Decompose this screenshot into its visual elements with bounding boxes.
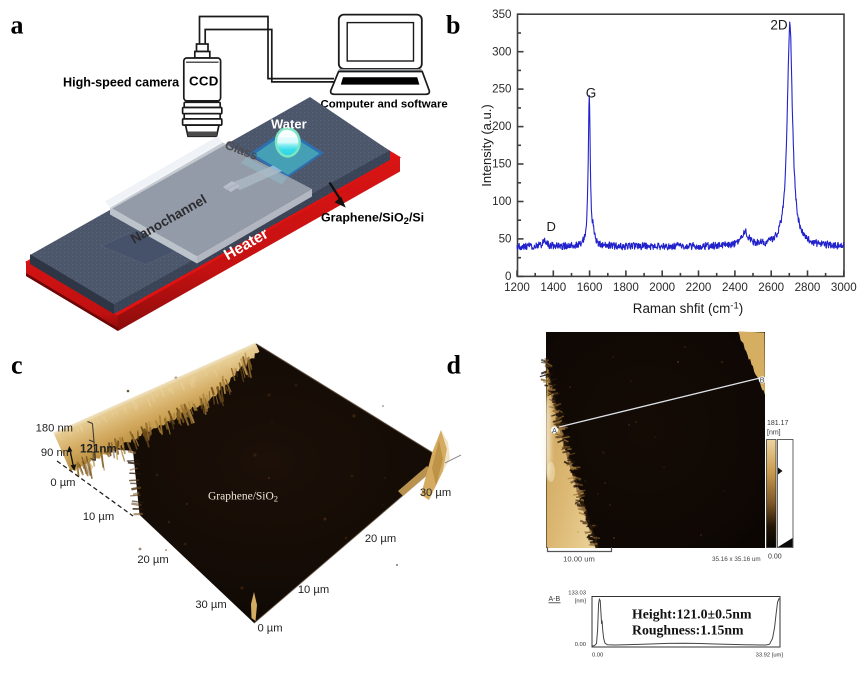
svg-text:A: A xyxy=(552,426,557,435)
svg-text:G: G xyxy=(586,86,597,101)
svg-text:1600: 1600 xyxy=(577,281,603,294)
svg-text:0 µm: 0 µm xyxy=(50,477,75,489)
svg-text:200: 200 xyxy=(492,120,511,133)
svg-text:1400: 1400 xyxy=(540,281,566,294)
svg-text:[nm]: [nm] xyxy=(767,430,781,437)
svg-text:10 µm: 10 µm xyxy=(298,584,329,596)
svg-text:150: 150 xyxy=(492,158,511,171)
svg-text:121nm: 121nm xyxy=(80,443,117,456)
svg-text:c: c xyxy=(11,351,23,380)
svg-text:Roughness:1.15nm: Roughness:1.15nm xyxy=(632,623,744,638)
svg-text:a: a xyxy=(11,11,24,40)
svg-text:20 µm: 20 µm xyxy=(365,533,396,545)
svg-text:CCD: CCD xyxy=(189,74,219,89)
svg-text:2800: 2800 xyxy=(795,281,821,294)
svg-text:50: 50 xyxy=(499,233,512,246)
svg-text:Height:121.0±0.5nm: Height:121.0±0.5nm xyxy=(632,607,752,622)
svg-text:0 µm: 0 µm xyxy=(257,623,282,635)
svg-text:0.00: 0.00 xyxy=(768,554,782,561)
svg-text:133.03: 133.03 xyxy=(568,591,586,597)
svg-text:Graphene/SiO2/Si: Graphene/SiO2/Si xyxy=(321,211,424,228)
svg-text:2000: 2000 xyxy=(649,281,675,294)
svg-text:30 µm: 30 µm xyxy=(420,487,451,499)
svg-text:250: 250 xyxy=(492,83,511,96)
svg-text:2D: 2D xyxy=(770,18,788,33)
svg-text:300: 300 xyxy=(492,45,511,58)
svg-text:Intensity (a.u.): Intensity (a.u.) xyxy=(479,104,494,186)
svg-text:D: D xyxy=(547,219,556,234)
svg-text:1800: 1800 xyxy=(613,281,639,294)
svg-text:33.92 [um]: 33.92 [um] xyxy=(756,653,784,659)
svg-text:Computer and software: Computer and software xyxy=(321,99,448,111)
svg-text:100: 100 xyxy=(492,195,511,208)
svg-text:High-speed camera: High-speed camera xyxy=(63,76,180,90)
svg-text:Graphene/SiO2: Graphene/SiO2 xyxy=(208,491,278,504)
svg-text:181.17: 181.17 xyxy=(767,420,789,427)
svg-text:0: 0 xyxy=(505,270,511,283)
svg-text:0.00: 0.00 xyxy=(592,653,603,659)
svg-text:90 nm: 90 nm xyxy=(41,447,72,459)
svg-text:180 nm: 180 nm xyxy=(36,423,73,435)
svg-text:Water: Water xyxy=(271,117,307,132)
svg-text:10 µm: 10 µm xyxy=(83,511,114,523)
svg-text:2400: 2400 xyxy=(722,281,748,294)
svg-text:1200: 1200 xyxy=(504,281,530,294)
svg-text:A-B: A-B xyxy=(549,596,561,603)
svg-text:B: B xyxy=(760,376,765,385)
svg-text:d: d xyxy=(447,351,462,380)
svg-text:10.00 um: 10.00 um xyxy=(563,555,595,564)
svg-text:2200: 2200 xyxy=(686,281,712,294)
svg-text:30 µm: 30 µm xyxy=(195,599,226,611)
svg-text:[nm]: [nm] xyxy=(575,599,587,605)
svg-text:20 µm: 20 µm xyxy=(137,554,168,566)
svg-text:0.00: 0.00 xyxy=(575,642,586,648)
svg-text:35.16 x 35.16 um: 35.16 x 35.16 um xyxy=(712,556,761,563)
svg-text:350: 350 xyxy=(492,8,511,21)
svg-text:Raman shfit (cm-1): Raman shfit (cm-1) xyxy=(633,301,743,317)
svg-text:2600: 2600 xyxy=(758,281,784,294)
svg-text:b: b xyxy=(446,11,460,40)
svg-text:3000: 3000 xyxy=(831,281,857,294)
